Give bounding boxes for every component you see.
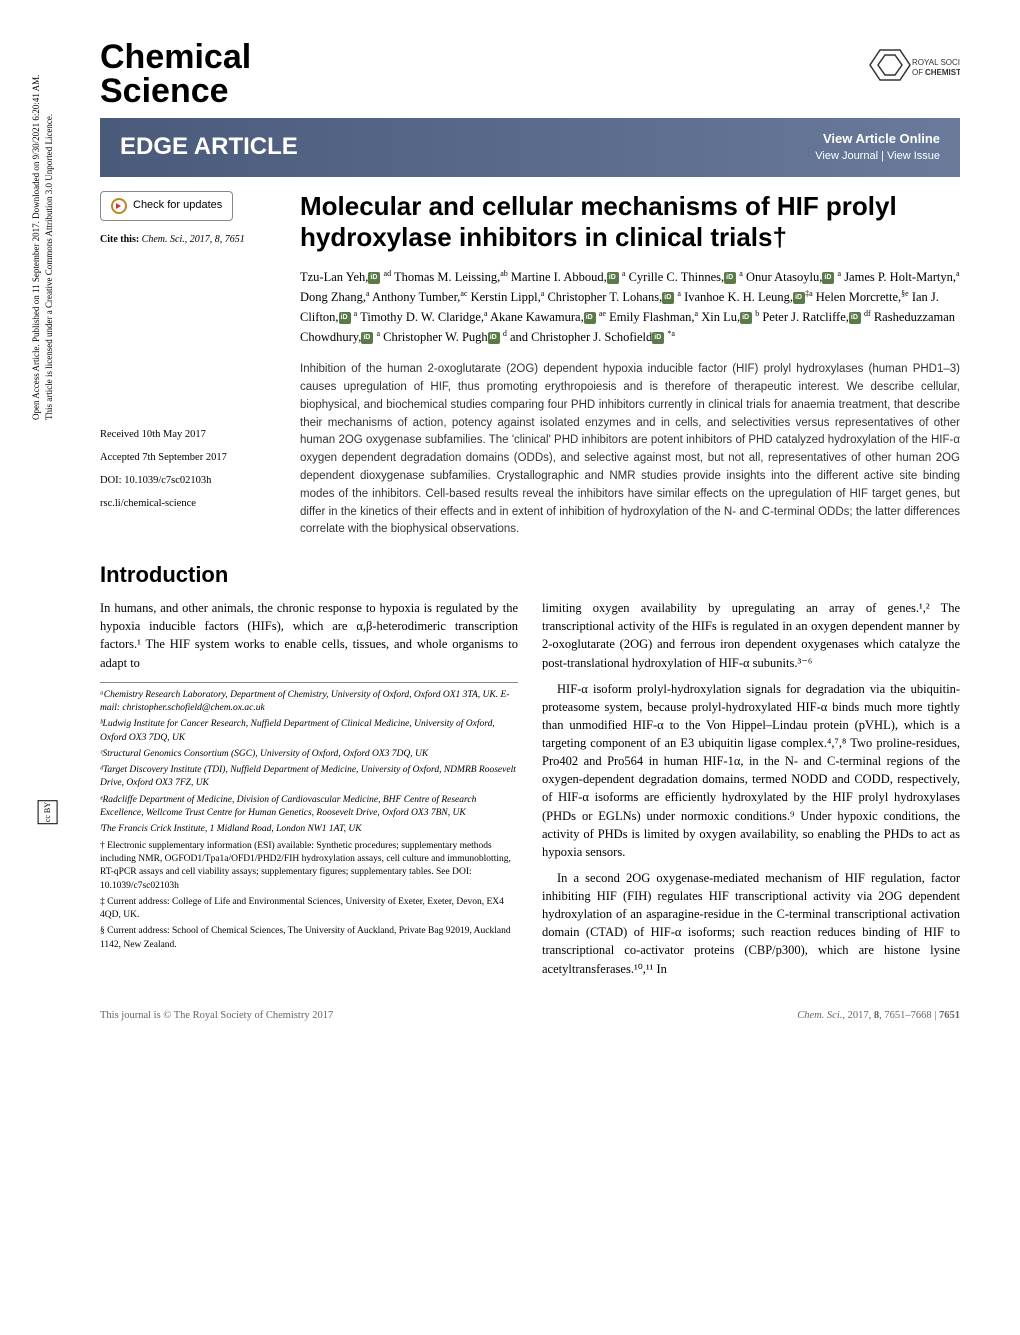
intro-heading: Introduction: [100, 559, 960, 591]
license-text: This article is licensed under a Creativ…: [44, 114, 54, 420]
article-banner: EDGE ARTICLE View Article Online View Jo…: [100, 118, 960, 177]
affiliations: ᵃChemistry Research Laboratory, Departme…: [100, 682, 518, 952]
cite-label: Cite this:: [100, 234, 139, 245]
crossmark-icon: [111, 198, 127, 214]
view-journal-link[interactable]: View Journal | View Issue: [815, 149, 940, 165]
svg-text:CHEMISTRY: CHEMISTRY: [925, 68, 960, 77]
footer-citation: Chem. Sci., 2017, 8, 7651–7668 | 7651: [797, 1008, 960, 1023]
check-updates-label: Check for updates: [133, 198, 222, 214]
svg-text:OF: OF: [912, 68, 923, 77]
orcid-icon[interactable]: [488, 332, 500, 344]
access-text: Open Access Article. Published on 11 Sep…: [31, 75, 41, 420]
article-meta: Received 10th May 2017 Accepted 7th Sept…: [100, 427, 280, 512]
orcid-icon[interactable]: [652, 332, 664, 344]
affil-ddagger: ‡ Current address: College of Life and E…: [100, 896, 518, 923]
cc-by-badge: cc BY: [38, 800, 58, 824]
author-list: Tzu-Lan Yeh, ad Thomas M. Leissing,ab Ma…: [300, 267, 960, 347]
journal-title-line2: Science: [100, 72, 229, 110]
orcid-icon[interactable]: [822, 272, 834, 284]
orcid-icon[interactable]: [849, 312, 861, 324]
abstract: Inhibition of the human 2-oxoglutarate (…: [300, 361, 960, 539]
access-sidebar: Open Access Article. Published on 11 Sep…: [30, 0, 56, 420]
orcid-icon[interactable]: [361, 332, 373, 344]
journal-title: Chemical Science: [100, 40, 251, 108]
journal-title-line1: Chemical: [100, 38, 251, 76]
orcid-icon[interactable]: [607, 272, 619, 284]
affil-c: ᶜStructural Genomics Consortium (SGC), U…: [100, 748, 518, 761]
affil-e: ᵉRadcliffe Department of Medicine, Divis…: [100, 794, 518, 821]
view-article-link[interactable]: View Article Online: [815, 130, 940, 149]
affil-b: ᵇLudwig Institute for Cancer Research, N…: [100, 718, 518, 745]
affil-f: ᶠThe Francis Crick Institute, 1 Midland …: [100, 823, 518, 836]
copyright: This journal is © The Royal Society of C…: [100, 1008, 333, 1023]
banner-links: View Article Online View Journal | View …: [815, 130, 940, 165]
intro-p1b: limiting oxygen availability by upregula…: [542, 599, 960, 672]
orcid-icon[interactable]: [662, 292, 674, 304]
cite-value: Chem. Sci., 2017, 8, 7651: [142, 234, 245, 245]
orcid-icon[interactable]: [339, 312, 351, 324]
right-column: Molecular and cellular mechanisms of HIF…: [300, 191, 960, 540]
cite-this: Cite this: Chem. Sci., 2017, 8, 7651: [100, 233, 280, 248]
publisher-logo: ROYAL SOCIETY OF CHEMISTRY: [850, 40, 960, 106]
page-footer: This journal is © The Royal Society of C…: [100, 1008, 960, 1023]
affil-dagger: † Electronic supplementary information (…: [100, 840, 518, 893]
orcid-icon[interactable]: [724, 272, 736, 284]
orcid-icon[interactable]: [584, 312, 596, 324]
left-column: Check for updates Cite this: Chem. Sci.,…: [100, 191, 280, 540]
received-date: Received 10th May 2017: [100, 427, 280, 444]
check-updates-button[interactable]: Check for updates: [100, 191, 233, 221]
intro-p1: In humans, and other animals, the chroni…: [100, 599, 518, 672]
orcid-icon[interactable]: [793, 292, 805, 304]
accepted-date: Accepted 7th September 2017: [100, 450, 280, 467]
affil-d: ᵈTarget Discovery Institute (TDI), Nuffi…: [100, 764, 518, 791]
affil-section: § Current address: School of Chemical Sc…: [100, 925, 518, 952]
affil-a: ᵃChemistry Research Laboratory, Departme…: [100, 689, 518, 716]
rsc-link[interactable]: rsc.li/chemical-science: [100, 496, 280, 513]
orcid-icon[interactable]: [740, 312, 752, 324]
doi: DOI: 10.1039/c7sc02103h: [100, 473, 280, 490]
orcid-icon[interactable]: [368, 272, 380, 284]
article-type: EDGE ARTICLE: [120, 130, 298, 165]
body-columns: In humans, and other animals, the chroni…: [100, 599, 960, 978]
intro-p2: HIF-α isoform prolyl-hydroxylation signa…: [542, 680, 960, 861]
svg-text:ROYAL SOCIETY: ROYAL SOCIETY: [912, 58, 960, 67]
intro-p3: In a second 2OG oxygenase-mediated mecha…: [542, 869, 960, 978]
article-title: Molecular and cellular mechanisms of HIF…: [300, 191, 960, 253]
